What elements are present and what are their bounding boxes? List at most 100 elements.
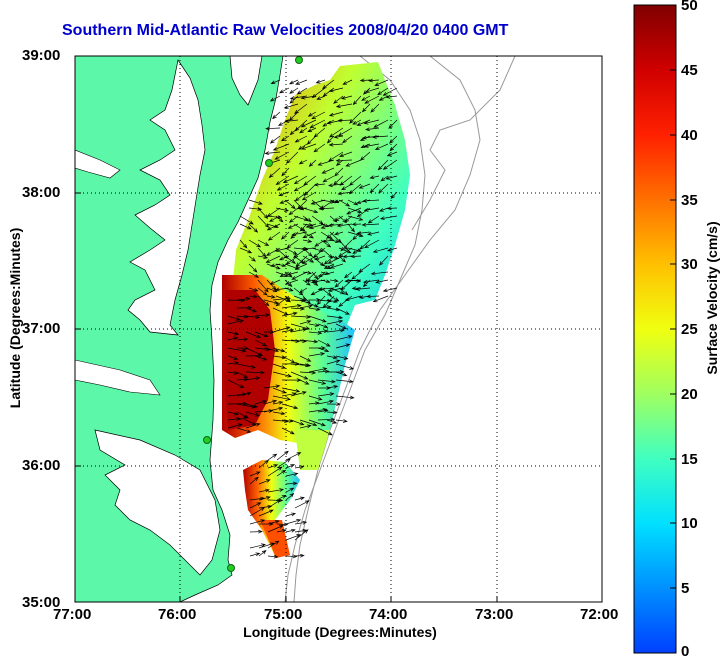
velocity-arrow-icon: [387, 247, 398, 252]
velocity-arrow-icon: [249, 502, 262, 509]
velocity-arrow-icon: [317, 392, 335, 397]
velocity-arrow-icon: [317, 329, 329, 334]
velocity-arrow-icon: [361, 95, 371, 101]
velocity-arrow-icon: [279, 87, 290, 94]
velocity-arrow-icon: [368, 78, 380, 83]
velocity-arrow-icon: [248, 271, 260, 278]
velocity-arrow-icon: [347, 207, 363, 214]
velocity-arrow-icon: [299, 304, 313, 309]
velocity-arrow-icon: [288, 79, 299, 85]
velocity-arrow-icon: [338, 239, 349, 251]
velocity-arrow-icon: [299, 355, 312, 362]
velocity-arrow-icon: [284, 263, 300, 270]
velocity-arrow-icon: [258, 479, 271, 485]
velocity-arrow-icon: [258, 488, 270, 493]
velocity-arrow-icon: [293, 255, 305, 264]
velocity-arrow-icon: [287, 223, 299, 229]
velocity-arrow-icon: [355, 287, 371, 291]
velocity-arrow-icon: [239, 247, 253, 254]
velocity-arrow-icon: [338, 247, 352, 254]
velocity-arrow-icon: [245, 307, 258, 313]
velocity-arrow-icon: [258, 550, 267, 557]
velocity-arrow-icon: [267, 231, 281, 241]
velocity-arrow-icon: [264, 151, 281, 156]
velocity-arrow-icon: [329, 295, 340, 302]
velocity-arrow-icon: [364, 95, 380, 104]
velocity-arrow-icon: [317, 409, 329, 413]
velocity-arrow-icon: [282, 175, 299, 183]
velocity-arrow-icon: [382, 159, 398, 170]
velocity-arrow-icon: [272, 143, 290, 151]
velocity-arrow-icon: [326, 402, 341, 407]
velocity-arrow-icon: [254, 313, 271, 317]
velocity-arrow-icon: [284, 255, 296, 264]
velocity-arrow-icon: [369, 183, 380, 194]
velocity-arrow-icon: [337, 127, 353, 137]
colorbar-tick-label: 40: [681, 127, 698, 144]
velocity-arrow-icon: [266, 287, 278, 293]
colorbar-ticks: [670, 69, 676, 589]
velocity-arrow-icon: [300, 119, 317, 128]
velocity-arrow-icon: [267, 464, 279, 469]
velocity-arrow-icon: [245, 423, 261, 429]
velocity-arrow-icon: [272, 387, 287, 394]
velocity-arrow-icon: [328, 142, 344, 147]
velocity-arrow-icon: [302, 215, 312, 222]
velocity-arrow-icon: [335, 355, 349, 360]
velocity-arrow-icon: [299, 320, 312, 325]
velocity-arrow-icon: [263, 384, 281, 389]
velocity-arrow-icon: [276, 528, 287, 533]
velocity-arrow-icon: [289, 87, 299, 94]
velocity-arrow-icon: [359, 78, 371, 83]
velocity-arrow-icon: [338, 255, 346, 263]
velocity-arrow-icon: [302, 231, 317, 239]
velocity-arrow-icon: [294, 529, 309, 541]
velocity-arrow-icon: [359, 135, 371, 141]
velocity-arrow-icon: [269, 95, 281, 102]
velocity-arrow-icon: [311, 111, 326, 120]
velocity-arrow-icon: [329, 263, 344, 269]
velocity-arrow-icon: [315, 79, 326, 84]
velocity-arrow-icon: [245, 376, 261, 381]
velocity-arrow-icon: [337, 118, 353, 123]
y-tick-label: 35:00: [22, 594, 61, 611]
velocity-arrow-icon: [339, 151, 353, 157]
x-tick-label: 77:00: [53, 606, 92, 623]
x-axis-title: Longitude (Degrees:Minutes): [243, 624, 437, 640]
velocity-arrow-icon: [285, 487, 295, 493]
velocity-arrow-icon: [276, 458, 291, 469]
velocity-arrow-icon: [300, 95, 317, 100]
velocity-arrow-icon: [275, 207, 290, 212]
velocity-arrow-icon: [356, 207, 371, 218]
velocity-arrow-icon: [276, 469, 287, 477]
velocity-arrow-icon: [245, 370, 266, 375]
velocity-arrow-icon: [314, 255, 326, 261]
velocity-arrow-icon: [281, 311, 298, 317]
velocity-arrow-icon: [388, 119, 398, 129]
velocity-arrow-icon: [302, 255, 315, 263]
velocity-arrow-icon: [281, 387, 301, 393]
velocity-arrow-icon: [356, 119, 371, 126]
colorbar-tick-label: 20: [681, 386, 698, 403]
velocity-arrow-icon: [245, 331, 262, 339]
velocity-arrow-icon: [351, 222, 362, 227]
velocity-arrow-icon: [294, 520, 308, 525]
velocity-arrow-icon: [285, 279, 299, 285]
bathymetry-contour-3: [411, 56, 516, 231]
velocity-arrow-icon: [373, 119, 389, 128]
velocity-arrow-icon: [272, 411, 286, 416]
velocity-arrow-icon: [227, 361, 240, 365]
velocity-arrow-icon: [257, 239, 270, 246]
velocity-arrow-icon: [317, 299, 333, 303]
pamlico-sound: [94, 429, 221, 576]
velocity-arrow-icon: [329, 239, 340, 243]
chart-title: Southern Mid-Atlantic Raw Velocities 200…: [62, 22, 509, 39]
velocity-arrow-icon: [326, 135, 335, 144]
velocity-arrow-icon: [298, 159, 308, 165]
velocity-arrow-icon: [317, 399, 335, 405]
velocity-arrow-icon: [301, 191, 317, 201]
velocity-arrow-icon: [363, 207, 380, 212]
velocity-arrow-icon: [320, 279, 331, 284]
velocity-arrow-icon: [311, 247, 324, 253]
